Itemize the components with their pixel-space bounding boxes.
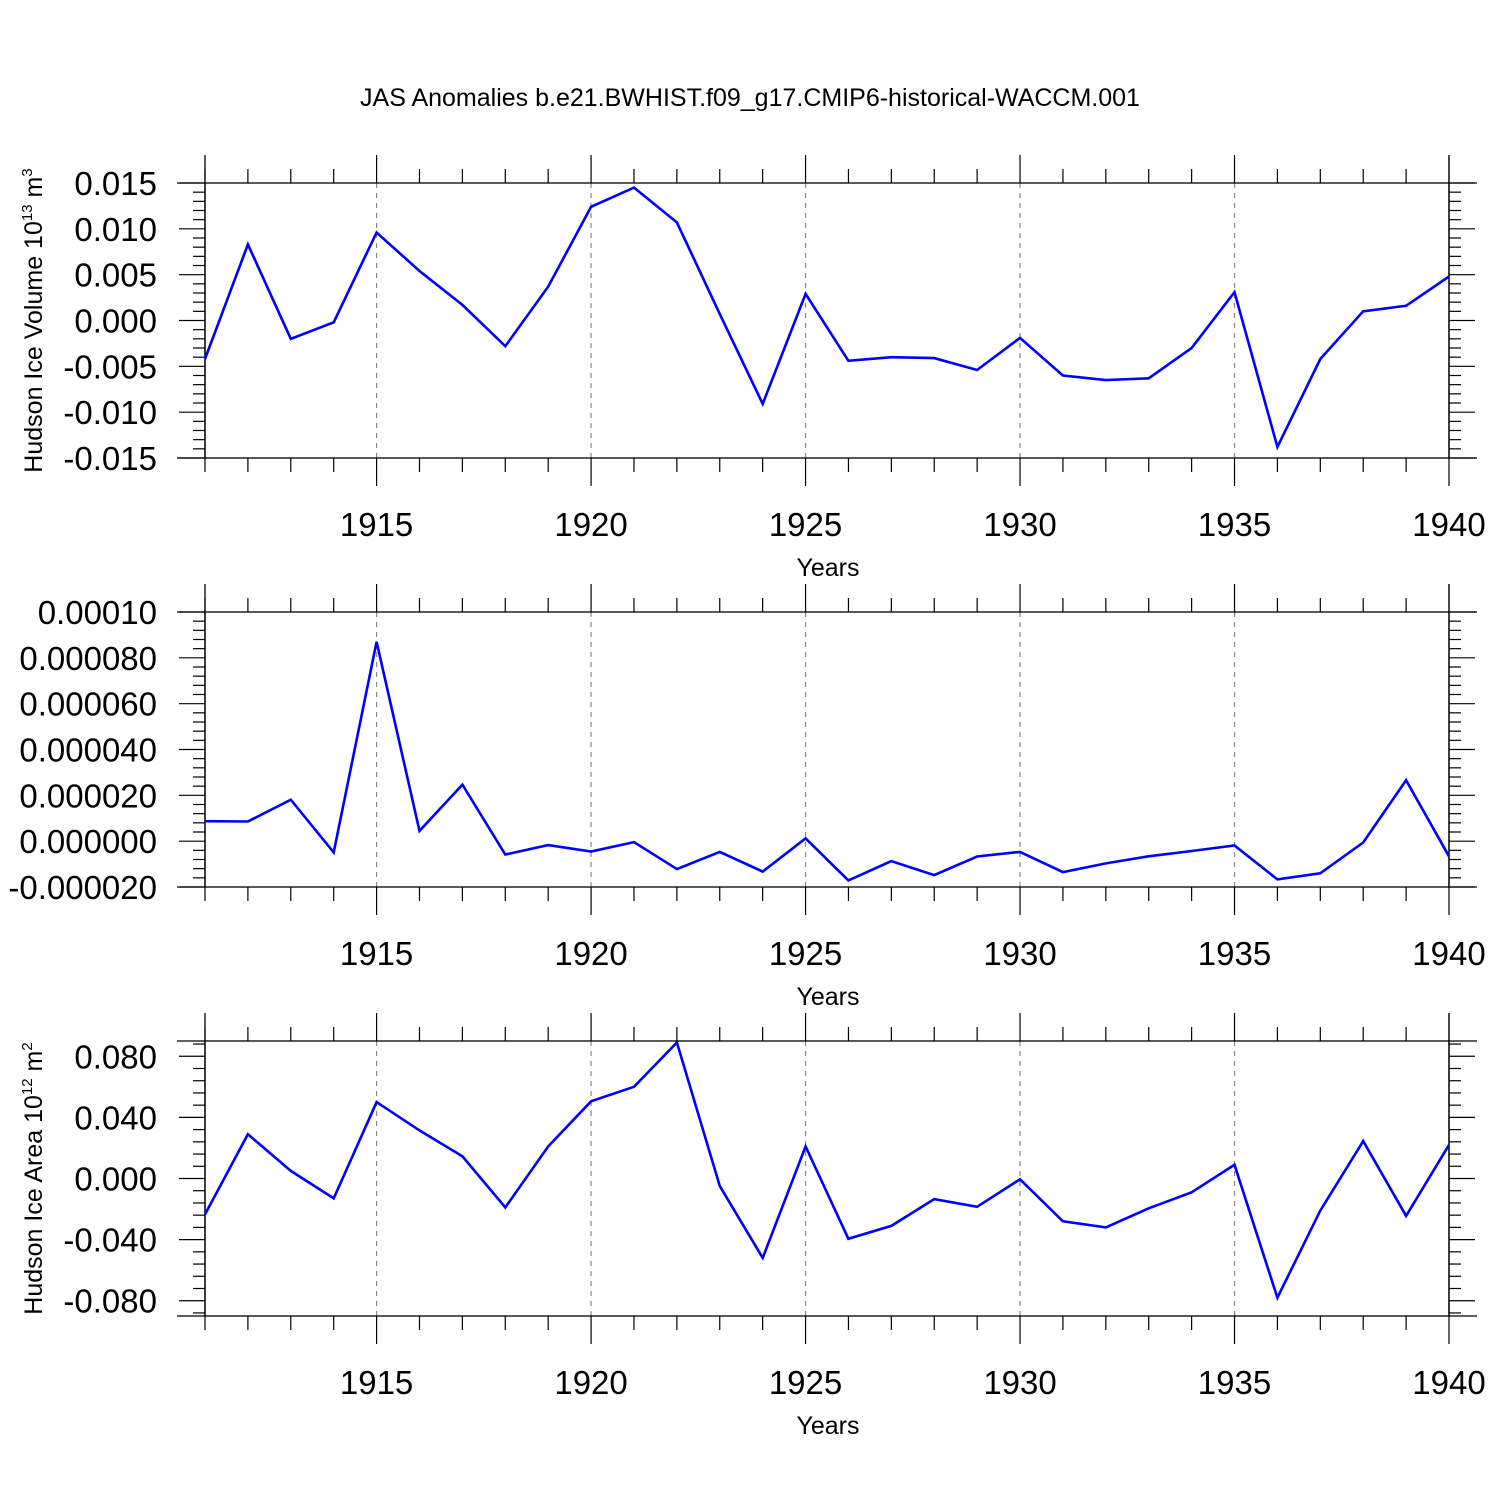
y-axis-label-text: Hudson Ice Area 10 (20, 1095, 48, 1315)
x-tick-label: 1920 (554, 1364, 627, 1401)
chart-panel-1: 1915 1920 1925 1930 1935 1940 Years -0.015 -0.01… (19, 155, 1486, 582)
x-tick-label: 1935 (1198, 935, 1271, 972)
y-tick-label: 0.000040 (19, 732, 157, 769)
y-tick-label: 0.040 (74, 1099, 157, 1136)
series-line (204, 641, 1451, 882)
y-tick-label: 0.000020 (19, 777, 157, 814)
plot-frame (204, 182, 1450, 459)
x-axis-label: Years (796, 983, 859, 1011)
series-line (203, 186, 1450, 451)
x-tick-label: 1930 (983, 935, 1056, 972)
x-tick-label: 1925 (769, 1364, 842, 1401)
y-axis-label-unit-exponent: 2 (19, 1042, 36, 1050)
figure-title: JAS Anomalies b.e21.BWHIST.f09_g17.CMIP6… (360, 84, 1140, 112)
y-tick-label: 0.000 (74, 1161, 157, 1198)
x-tick-label: 1930 (983, 1364, 1056, 1401)
plot-frame (204, 1040, 1450, 1317)
y-axis-label-text: Hudson Ice Volume 10 (20, 221, 48, 473)
y-tick-label: 0.080 (74, 1038, 157, 1075)
y-axis-label-unit-exponent: 3 (19, 168, 36, 176)
y-tick-label: -0.000020 (8, 869, 157, 906)
x-tick-label: 1940 (1412, 935, 1485, 972)
x-axis-label: Years (796, 1412, 859, 1440)
x-tick-label: 1925 (769, 935, 842, 972)
chart-panel-3: 1915 1920 1925 1930 1935 1940 Years -0.080 -0.04… (19, 1013, 1486, 1440)
y-axis-label-exponent: 13 (19, 204, 36, 221)
series-line (203, 1040, 1451, 1302)
x-tick-label: 1915 (340, 1364, 413, 1401)
y-tick-label: 0.005 (74, 257, 157, 294)
y-tick-label: 0.010 (74, 211, 157, 248)
plot-frame (204, 611, 1450, 888)
y-tick-label: -0.040 (63, 1222, 157, 1259)
y-tick-label: -0.080 (63, 1283, 157, 1320)
y-tick-label: 0.000000 (19, 823, 157, 860)
y-axis-label: Hudson Ice Area 1012 m2 (19, 1042, 48, 1314)
x-tick-label: 1920 (554, 935, 627, 972)
y-axis-label-unit: m (20, 1051, 48, 1079)
x-tick-label: 1920 (554, 506, 627, 543)
x-tick-label: 1915 (340, 506, 413, 543)
x-tick-label: 1935 (1198, 506, 1271, 543)
x-tick-label: 1940 (1412, 1364, 1485, 1401)
y-tick-label: -0.005 (63, 348, 157, 385)
y-tick-label: -0.010 (63, 394, 157, 431)
x-tick-label: 1940 (1412, 506, 1485, 543)
x-tick-label: 1915 (340, 935, 413, 972)
y-tick-label: 0.000 (74, 303, 157, 340)
y-tick-label: 0.00010 (38, 594, 157, 631)
y-tick-label: 0.000080 (19, 640, 157, 677)
x-tick-label: 1935 (1198, 1364, 1271, 1401)
y-tick-label: 0.000060 (19, 686, 157, 723)
chart-panel-2: 1915 1920 1925 1930 1935 1940 Years -0.000020 0.… (8, 584, 1486, 1011)
x-axis-label: Years (796, 554, 859, 582)
y-axis-label-exponent: 12 (19, 1078, 36, 1095)
x-tick-label: 1930 (983, 506, 1056, 543)
y-tick-label: 0.015 (74, 165, 157, 202)
y-axis-label: Hudson Ice Volume 1013 m3 (19, 168, 48, 472)
y-tick-label: -0.015 (63, 440, 157, 477)
x-tick-label: 1925 (769, 506, 842, 543)
y-axis-label-unit: m (20, 177, 48, 205)
